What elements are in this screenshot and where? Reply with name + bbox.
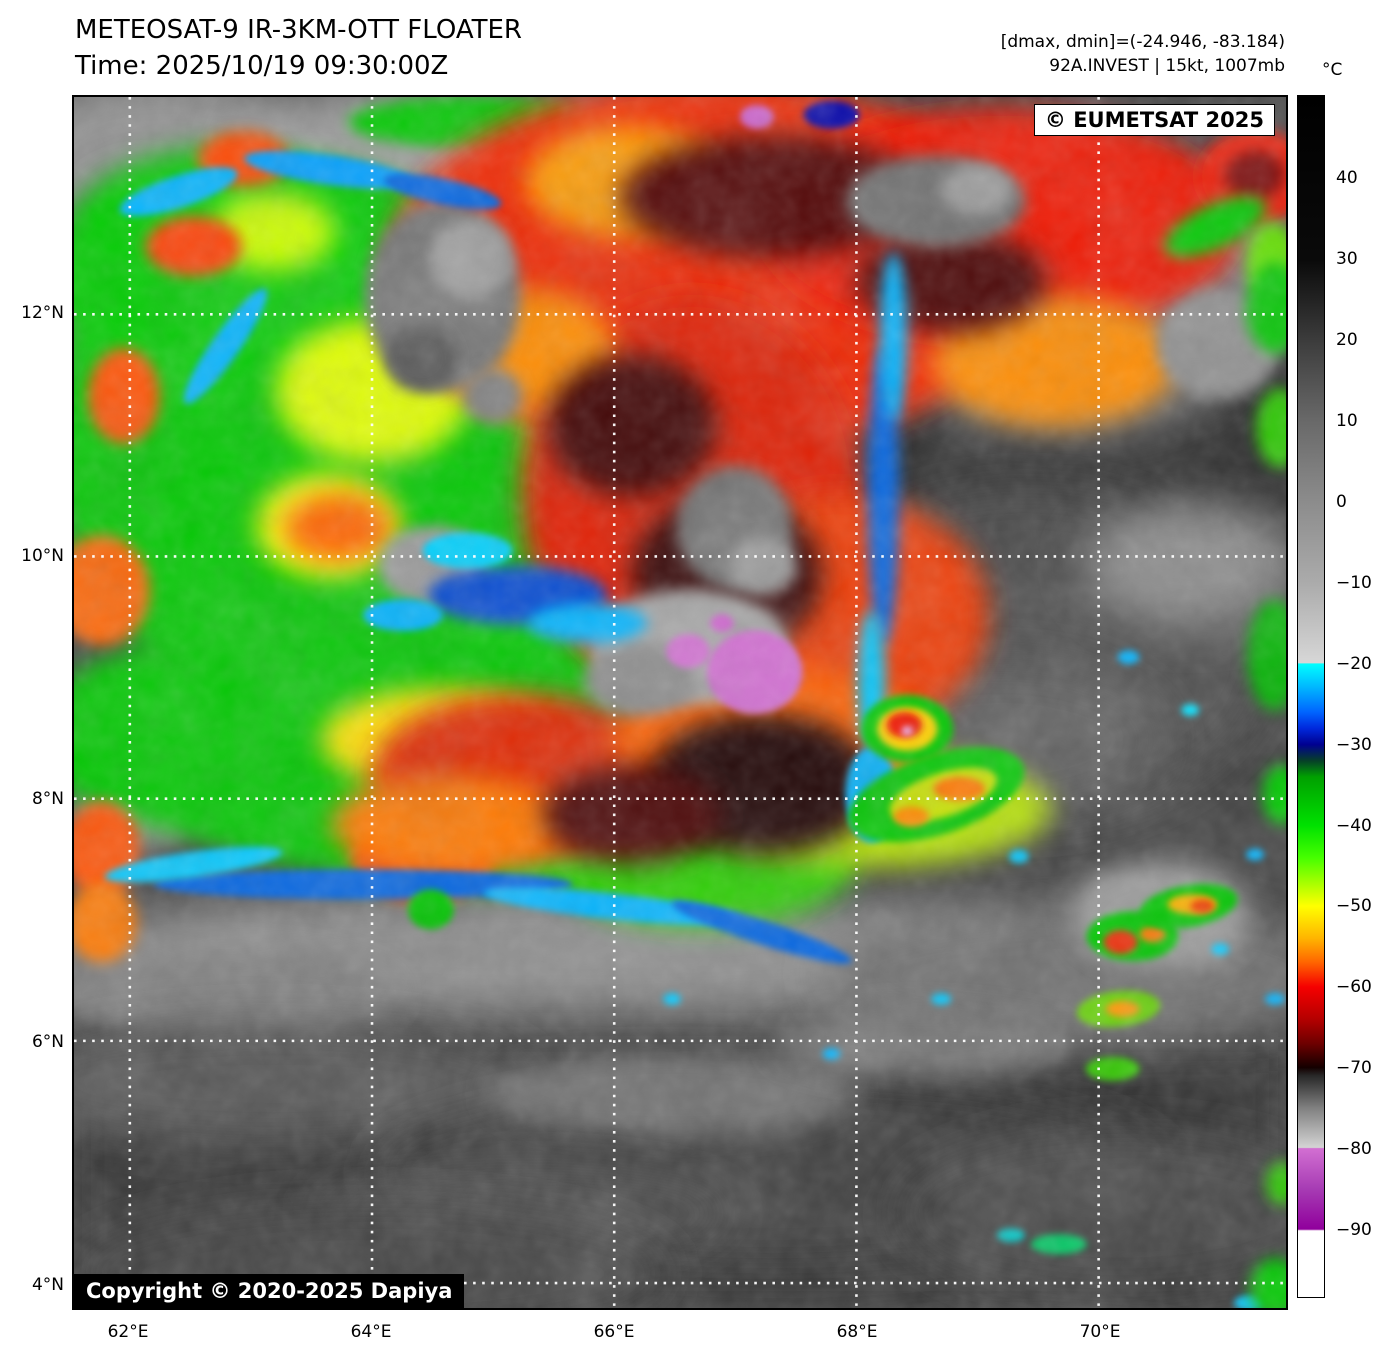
- colorbar-tick-label: −40: [1336, 815, 1372, 836]
- colorbar-tick-label: 40: [1336, 168, 1358, 189]
- colorbar-tick-label: 0: [1336, 491, 1347, 512]
- annotation-block: [dmax, dmin]=(-24.946, -83.184) 92A.INVE…: [1001, 30, 1285, 78]
- satellite-map: © EUMETSAT 2025 Copyright © 2020-2025 Da…: [72, 95, 1288, 1310]
- figure-title: METEOSAT-9 IR-3KM-OTT FLOATER: [75, 15, 522, 45]
- colorbar-tick-label: −30: [1336, 734, 1372, 755]
- dmax-dmin-annotation: [dmax, dmin]=(-24.946, -83.184): [1000, 32, 1285, 52]
- cloud-texture-fine: [74, 97, 1286, 1308]
- colorbar-tick-label: −60: [1336, 977, 1372, 998]
- storm-annotation: 92A.INVEST | 15kt, 1007mb: [1049, 56, 1285, 76]
- lat-tick-label: 4°N: [31, 1275, 64, 1295]
- title-block: METEOSAT-9 IR-3KM-OTT FLOATER Time: 2025…: [75, 12, 522, 84]
- lon-tick-label: 64°E: [350, 1322, 392, 1342]
- colorbar-tick-label: 30: [1336, 249, 1358, 270]
- temperature-colorbar: [1297, 95, 1325, 1298]
- lon-tick-label: 66°E: [593, 1322, 635, 1342]
- colorbar-tick-label: −90: [1336, 1220, 1372, 1241]
- eumetsat-badge: © EUMETSAT 2025: [1033, 104, 1275, 136]
- lon-tick-label: 68°E: [836, 1322, 878, 1342]
- satellite-image: [74, 97, 1286, 1308]
- lon-tick-label: 70°E: [1079, 1322, 1121, 1342]
- colorbar-tick-label: −20: [1336, 653, 1372, 674]
- lat-tick-label: 12°N: [21, 303, 64, 323]
- colorbar-tick-label: −50: [1336, 896, 1372, 917]
- colorbar-unit-label: °C: [1322, 60, 1343, 80]
- lat-tick-label: 6°N: [31, 1032, 64, 1052]
- colorbar-tick-label: −80: [1336, 1139, 1372, 1160]
- colorbar-tick-label: −10: [1336, 572, 1372, 593]
- figure-timestamp: Time: 2025/10/19 09:30:00Z: [75, 51, 449, 81]
- colorbar-tick-label: 20: [1336, 330, 1358, 351]
- lon-tick-label: 62°E: [107, 1322, 149, 1342]
- lat-tick-label: 10°N: [21, 546, 64, 566]
- lat-tick-label: 8°N: [31, 789, 64, 809]
- colorbar-tick-label: 10: [1336, 411, 1358, 432]
- copyright-badge: Copyright © 2020-2025 Dapiya: [74, 1274, 465, 1308]
- colorbar-tick-label: −70: [1336, 1058, 1372, 1079]
